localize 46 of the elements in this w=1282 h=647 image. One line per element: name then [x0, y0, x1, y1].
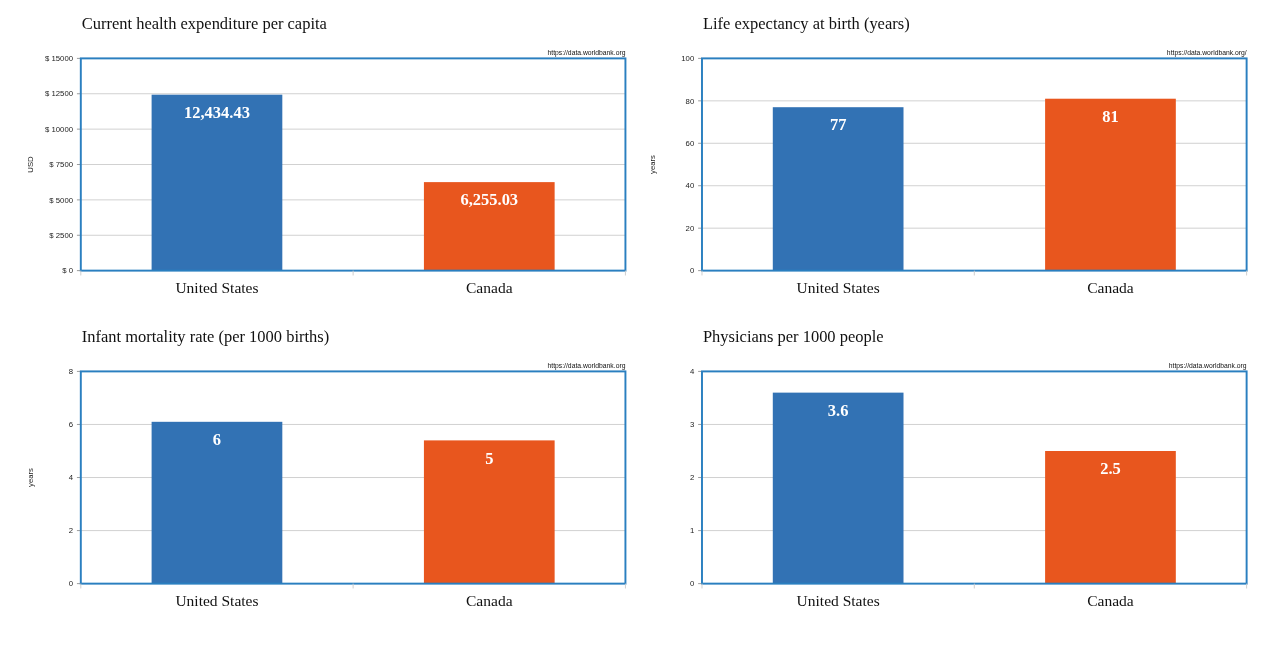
- chart-title: Infant mortality rate (per 1000 births): [81, 327, 330, 347]
- y-tick-label: 100: [681, 54, 695, 64]
- data-label: 12,434.43: [184, 102, 250, 122]
- y-tick-label: 0: [689, 579, 695, 589]
- x-tick-label: Canada: [466, 278, 513, 296]
- y-tick-label: 1: [689, 526, 695, 536]
- y-tick-label: 4: [68, 473, 74, 483]
- y-tick-label: 0: [689, 266, 695, 276]
- y-tick-label: $ 12500: [45, 89, 74, 99]
- chart-title: Current health expenditure per capita: [81, 14, 328, 34]
- y-tick-label: $ 15000: [45, 54, 74, 64]
- y-axis-title: USD: [26, 155, 36, 173]
- data-label: 2.5: [1100, 459, 1121, 479]
- y-tick-label: $ 0: [62, 266, 74, 276]
- y-tick-label: 4: [689, 367, 695, 377]
- y-tick-label: 2: [689, 473, 695, 483]
- y-tick-label: 2: [68, 526, 74, 536]
- chart-title: Physicians per 1000 people: [702, 327, 884, 347]
- x-tick-label: United States: [796, 278, 880, 296]
- y-axis-title: years: [26, 467, 36, 487]
- x-tick-label: Canada: [1087, 591, 1134, 609]
- chart-title: Life expectancy at birth (years): [702, 14, 910, 34]
- data-label: 6: [212, 430, 222, 450]
- x-tick-label: Canada: [466, 591, 513, 609]
- y-tick-label: 20: [685, 223, 695, 233]
- data-label: 6,255.03: [460, 190, 519, 210]
- y-tick-label: 80: [685, 96, 695, 106]
- y-tick-label: 3: [689, 420, 695, 430]
- y-tick-label: 0: [68, 579, 74, 589]
- y-axis-title: years: [647, 154, 657, 174]
- y-tick-label: 6: [68, 420, 74, 430]
- y-tick-label: $ 10000: [45, 124, 74, 134]
- y-tick-label: 40: [685, 181, 695, 191]
- x-tick-label: Canada: [1087, 278, 1134, 296]
- x-tick-label: United States: [175, 591, 259, 609]
- y-tick-label: 8: [68, 367, 74, 377]
- y-tick-label: $ 2500: [49, 230, 74, 240]
- data-label: 5: [485, 448, 494, 468]
- x-tick-label: United States: [175, 278, 259, 296]
- y-tick-label: $ 5000: [49, 195, 74, 205]
- data-label: 81: [1102, 106, 1119, 126]
- data-label: 3.6: [827, 400, 849, 420]
- y-tick-label: 60: [685, 139, 695, 148]
- data-label: 77: [829, 115, 847, 135]
- y-tick-label: $ 7500: [49, 160, 74, 170]
- x-tick-label: United States: [796, 591, 880, 609]
